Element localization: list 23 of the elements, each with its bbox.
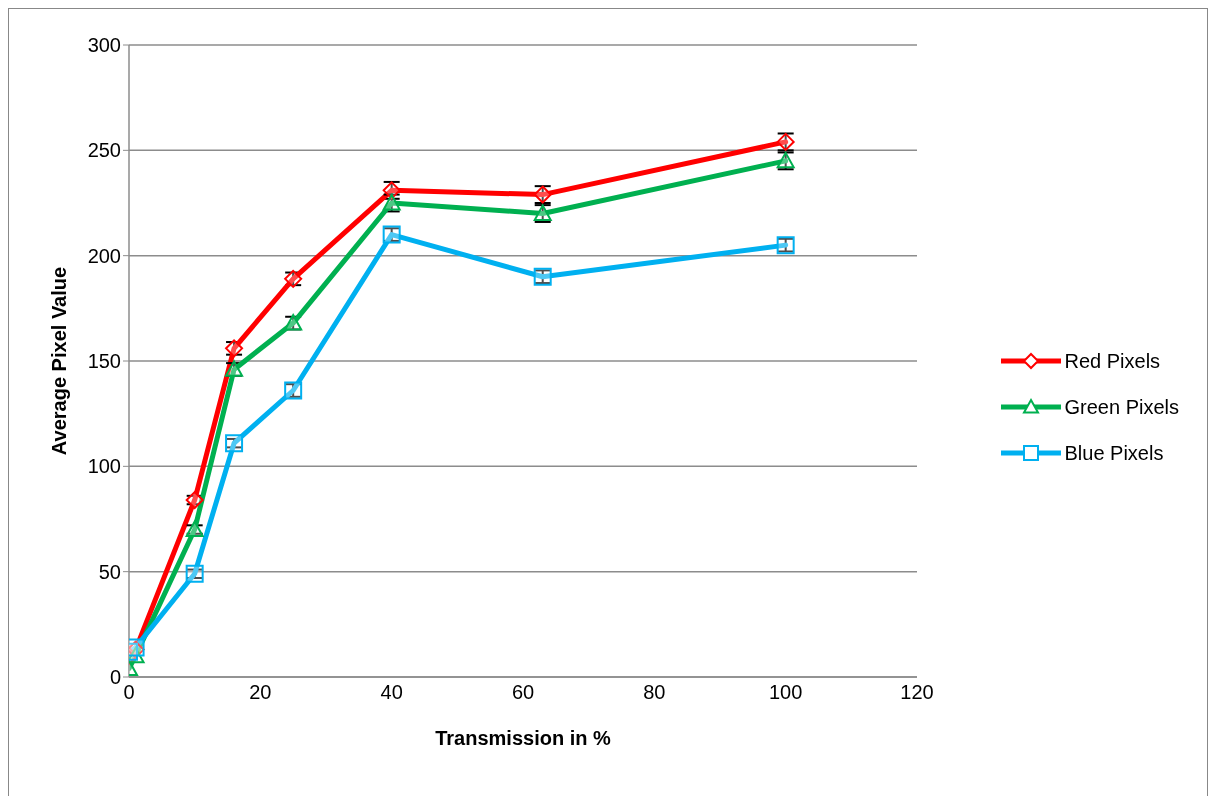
y-tick-label: 100 — [87, 455, 121, 478]
legend-label: Red Pixels — [1064, 349, 1161, 373]
legend-label: Green Pixels — [1064, 395, 1179, 419]
x-tick-label: 40 — [380, 681, 403, 704]
x-tick-label: 60 — [511, 681, 535, 704]
y-tick-label: 150 — [87, 350, 121, 373]
legend-label: Blue Pixels — [1064, 441, 1164, 465]
point — [225, 434, 244, 453]
x-axis-title: Transmission in % — [435, 727, 612, 749]
y-tick-label: 300 — [87, 34, 121, 57]
point — [185, 491, 204, 510]
y-tick-label: 200 — [87, 244, 121, 267]
x-tick-label: 20 — [249, 681, 272, 704]
x-tick-label: 80 — [643, 681, 666, 704]
point — [185, 564, 204, 583]
x-tick-label: 0 — [123, 681, 135, 704]
point — [185, 520, 204, 537]
y-tick-label: 0 — [109, 666, 121, 689]
x-tick-label: 100 — [768, 681, 803, 704]
x-tick-label: 120 — [900, 681, 934, 704]
y-tick-label: 50 — [98, 560, 121, 583]
y-tick-label: 250 — [87, 139, 121, 162]
y-axis-title: Average Pixel Value — [48, 266, 71, 456]
